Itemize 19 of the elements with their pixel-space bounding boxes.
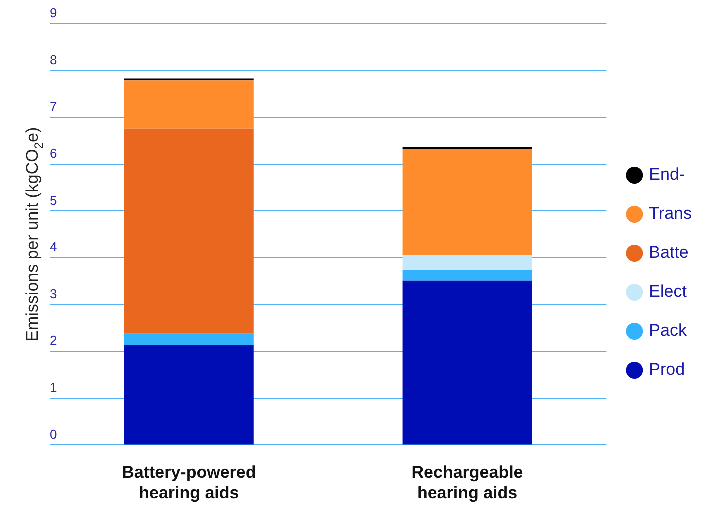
y-tick-label: 9: [50, 6, 58, 21]
legend-label: End-: [649, 165, 686, 184]
y-tick-label: 6: [50, 146, 58, 161]
y-tick-label: 7: [50, 99, 58, 114]
legend-label: Trans: [649, 204, 692, 224]
x-tick-label: Rechargeable hearing aids: [412, 463, 524, 502]
legend-label: Batte: [649, 243, 689, 262]
y-tick-label: 8: [50, 52, 58, 68]
x-tick-label: Battery-powered hearing aids: [122, 463, 256, 502]
y-tick-label: 5: [50, 192, 58, 208]
y-tick-label: 1: [50, 380, 58, 395]
y-tick-label: 4: [50, 240, 58, 255]
y-tick-label: 0: [50, 426, 58, 442]
y-tick-label: 3: [50, 286, 58, 302]
y-tick-label: 2: [50, 333, 58, 348]
legend-label: Prod: [649, 360, 686, 380]
y-axis-title: Emissions per unit (kgCO2e): [23, 127, 46, 342]
legend-label: Pack: [649, 321, 688, 340]
legend-label: Elect: [649, 282, 688, 302]
